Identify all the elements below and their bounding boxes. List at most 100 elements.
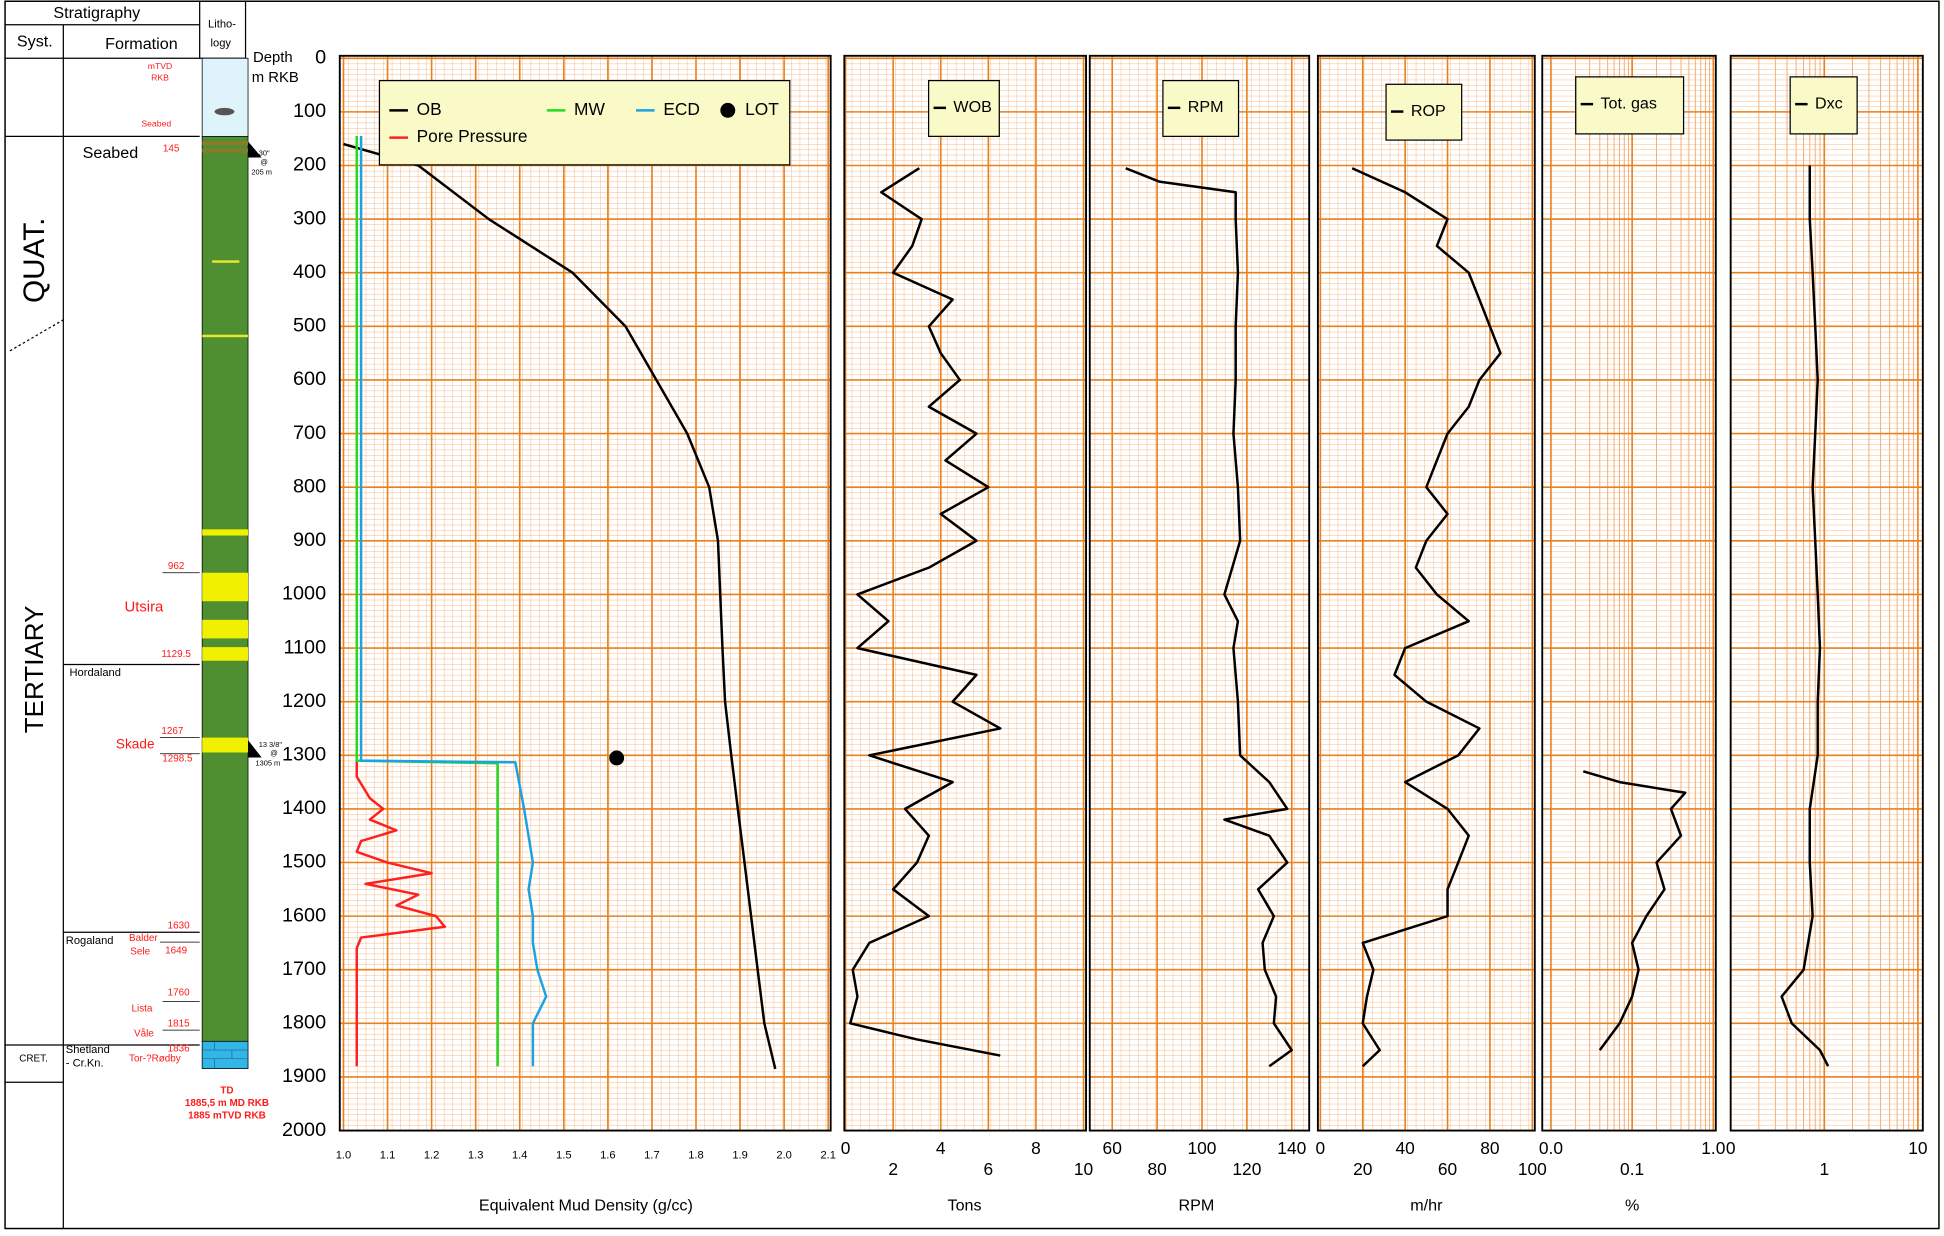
legend-label: Pore Pressure xyxy=(417,126,528,146)
x-tick-label: 60 xyxy=(1103,1138,1122,1158)
datum: mTVD xyxy=(148,61,173,71)
y-tick-label: 1500 xyxy=(282,851,326,873)
x-tick-label: 2 xyxy=(888,1159,898,1179)
formation: Utsira xyxy=(124,599,164,615)
td: 1885 mTVD RKB xyxy=(188,1110,266,1121)
header: Syst. xyxy=(17,32,53,50)
formation: Seabed xyxy=(83,144,139,162)
legend-label: Tot. gas xyxy=(1601,94,1657,112)
y-tick-label: 1900 xyxy=(282,1065,326,1087)
header: Litho- xyxy=(208,19,236,31)
formation: Rogaland xyxy=(66,935,114,947)
header: Formation xyxy=(105,35,178,53)
x-tick-label: 0.0 xyxy=(1539,1138,1563,1158)
x-tick-label: 1.6 xyxy=(600,1149,616,1161)
formation: Sele xyxy=(130,947,150,958)
x-axis-label: Tons xyxy=(948,1196,982,1214)
x-tick-label: 80 xyxy=(1147,1159,1166,1179)
chart: Stratigraphy Syst. Formation Litho- logy… xyxy=(0,0,1944,1231)
x-tick-label: 1.8 xyxy=(688,1149,704,1161)
casing: 205 m xyxy=(251,167,272,176)
legend-label: ECD xyxy=(663,99,700,119)
lot-point xyxy=(609,751,624,766)
formation: Hordaland xyxy=(70,667,121,679)
top-depth: 1760 xyxy=(168,988,191,999)
y-tick-label: 300 xyxy=(293,207,326,229)
x-tick-label: 0 xyxy=(841,1138,851,1158)
top-depth: 1815 xyxy=(168,1019,191,1030)
x-tick-label: 6 xyxy=(984,1159,994,1179)
x-tick-label: 1.1 xyxy=(380,1149,396,1161)
x-axis-label: m/hr xyxy=(1410,1196,1443,1214)
y-tick-label: 900 xyxy=(293,529,326,551)
strat-texts: Stratigraphy Syst. Formation Litho- logy… xyxy=(17,4,299,1121)
casing: 13 3/8" xyxy=(259,740,283,749)
casing: @ xyxy=(270,749,278,758)
header: m RKB xyxy=(252,70,299,86)
x-tick-label: 2.1 xyxy=(820,1149,835,1161)
x-axis-label: % xyxy=(1625,1196,1639,1214)
x-axis-label: Equivalent Mud Density (g/cc) xyxy=(479,1196,693,1214)
x-tick-label: 20 xyxy=(1353,1159,1372,1179)
header: logy xyxy=(211,37,232,49)
system: CRET. xyxy=(19,1053,48,1064)
x-tick-label: 4 xyxy=(936,1138,946,1158)
legend-label: RPM xyxy=(1188,98,1224,116)
x-tick-label: 100 xyxy=(1188,1138,1217,1158)
legend-label: LOT xyxy=(745,99,779,119)
y-tick-label: 800 xyxy=(293,475,326,497)
x-tick-label: 80 xyxy=(1480,1138,1499,1158)
y-tick-label: 200 xyxy=(293,154,326,176)
system: QUAT. xyxy=(18,218,51,303)
y-tick-label: 1800 xyxy=(282,1012,326,1034)
x-tick-label: 2.0 xyxy=(776,1149,792,1161)
x-tick-label: 10 xyxy=(1074,1159,1093,1179)
x-tick-label: 0 xyxy=(1726,1138,1736,1158)
x-tick-label: 1.4 xyxy=(512,1149,528,1161)
legend-label: OB xyxy=(417,99,442,119)
formation: Lista xyxy=(131,1004,152,1015)
datum: RKB xyxy=(151,72,169,82)
y-tick-label: 1200 xyxy=(282,690,326,712)
header: Depth xyxy=(253,50,293,66)
formation: Skade xyxy=(116,737,155,752)
y-tick-label: 500 xyxy=(293,315,326,337)
formation: Shetland xyxy=(66,1044,110,1056)
top-depth: 1649 xyxy=(165,945,188,956)
x-tick-label: 0 xyxy=(1316,1138,1326,1158)
x-tick-label: 8 xyxy=(1031,1138,1041,1158)
y-tick-label: 400 xyxy=(293,261,326,283)
lithology xyxy=(202,58,262,1068)
legend xyxy=(379,81,789,165)
top-depth: 1129.5 xyxy=(161,649,191,660)
seabed-note: Seabed xyxy=(141,118,171,128)
top-depth: 1836 xyxy=(168,1043,191,1054)
x-axis-label: RPM xyxy=(1178,1196,1214,1214)
x-tick-label: 1.3 xyxy=(468,1149,484,1161)
formation: Tor-?Rødby xyxy=(129,1053,181,1064)
legend-label: WOB xyxy=(953,98,991,116)
x-tick-label: 1 xyxy=(1819,1159,1829,1179)
legend-label: ROP xyxy=(1411,102,1446,120)
x-tick-label: 0.1 xyxy=(1620,1159,1644,1179)
y-tick-label: 1400 xyxy=(282,797,326,819)
casing: 30" xyxy=(259,149,270,158)
y-tick-label: 0 xyxy=(315,46,326,68)
y-tick-label: 700 xyxy=(293,422,326,444)
formation: Våle xyxy=(134,1029,154,1040)
y-tick-label: 1700 xyxy=(282,958,326,980)
x-tick-label: 1.5 xyxy=(556,1149,572,1161)
y-tick-label: 1100 xyxy=(283,636,326,658)
x-tick-label: 100 xyxy=(1518,1159,1547,1179)
x-tick-label: 60 xyxy=(1438,1159,1457,1179)
y-tick-label: 1600 xyxy=(282,904,326,926)
system: TERTIARY xyxy=(19,606,49,734)
x-tick-label: 1.0 xyxy=(336,1149,351,1161)
y-tick-label: 100 xyxy=(293,100,326,122)
x-tick-label: 140 xyxy=(1277,1138,1306,1158)
x-tick-label: 1.2 xyxy=(424,1149,439,1161)
y-tick-label: 600 xyxy=(293,368,326,390)
x-tick-label: 40 xyxy=(1395,1138,1414,1158)
top-depth: 1267 xyxy=(161,726,184,737)
legend-label: Dxc xyxy=(1815,94,1843,112)
